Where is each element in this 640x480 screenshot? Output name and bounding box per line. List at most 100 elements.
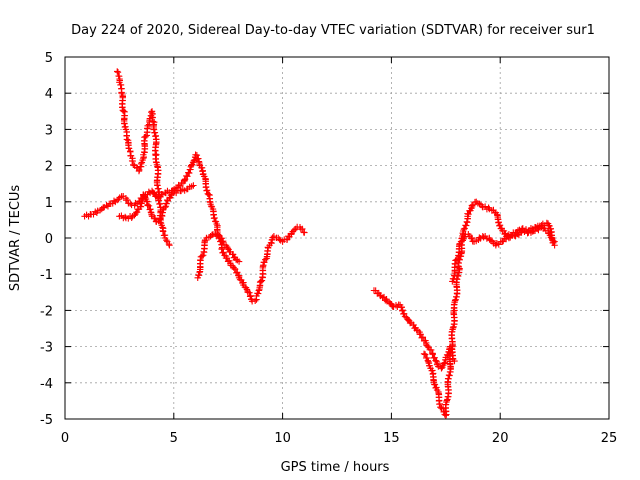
data-point-marker (211, 214, 218, 222)
data-point-marker (139, 195, 146, 203)
x-tick-labels: 0 5 10 15 20 25 (61, 431, 617, 446)
series-sat-c (116, 151, 260, 305)
x-axis-label: GPS time / hours (281, 460, 390, 475)
data-point-marker (123, 136, 131, 143)
x-tick-label: 15 (383, 431, 400, 446)
data-point-marker (136, 166, 143, 174)
data-point-marker (248, 298, 256, 305)
data-point-marker (224, 245, 231, 252)
data-point-marker (190, 182, 197, 189)
data-point-marker (140, 192, 148, 199)
data-point-marker (551, 238, 558, 245)
data-point-marker (166, 242, 173, 249)
data-point-marker (121, 213, 129, 221)
data-point-marker (163, 237, 170, 244)
data-point-marker (145, 188, 153, 195)
series-sat-h (449, 223, 558, 285)
data-points (81, 68, 558, 419)
y-tick-label: -3 (40, 341, 53, 356)
data-point-marker (546, 222, 553, 230)
grid-lines (65, 57, 609, 419)
data-point-marker (149, 118, 157, 125)
data-point-marker (468, 202, 476, 209)
y-tick-label: -5 (40, 413, 53, 428)
data-point-marker (465, 210, 472, 218)
data-point-marker (110, 197, 118, 205)
data-point-marker (487, 237, 494, 244)
data-point-marker (130, 161, 137, 169)
y-tick-label: 1 (45, 196, 53, 211)
data-point-marker (153, 151, 160, 158)
data-point-marker (473, 198, 480, 205)
data-point-marker (115, 195, 122, 203)
data-point-marker (290, 226, 298, 234)
data-point-marker (246, 289, 253, 296)
data-point-marker (460, 225, 468, 233)
x-tick-label: 25 (601, 431, 618, 446)
plot-frame (64, 56, 610, 420)
y-tick-label: -4 (40, 377, 53, 392)
series-sat-e (253, 223, 308, 300)
data-point-marker (139, 195, 147, 202)
x-tick-label: 10 (274, 431, 291, 446)
data-point-marker (124, 196, 131, 204)
data-point-marker (203, 187, 211, 194)
data-point-marker (299, 225, 306, 233)
data-point-marker (246, 293, 254, 300)
data-point-marker (476, 200, 483, 208)
data-point-marker (431, 354, 438, 361)
data-point-marker (234, 269, 241, 276)
data-point-marker (429, 351, 436, 358)
data-point-marker (420, 350, 428, 358)
data-point-marker (144, 122, 151, 129)
data-point-marker (440, 360, 448, 367)
data-point-marker (166, 194, 173, 202)
data-point-marker (145, 202, 153, 210)
data-point-marker (159, 228, 167, 235)
series-sat-b (114, 68, 173, 249)
data-point-marker (550, 237, 557, 245)
data-point-marker (184, 173, 191, 180)
data-point-marker (137, 160, 145, 167)
data-point-marker (188, 162, 195, 169)
data-point-marker (220, 237, 227, 245)
y-tick-label: -1 (40, 268, 53, 283)
data-point-marker (399, 307, 406, 314)
data-point-marker (251, 297, 259, 304)
chart-title: Day 224 of 2020, Sidereal Day-to-day VTE… (71, 23, 595, 38)
y-tick-label: 5 (45, 51, 53, 66)
data-point-marker (151, 214, 159, 222)
data-point-marker (114, 68, 121, 75)
series-sat-f (370, 287, 458, 372)
data-point-marker (462, 222, 470, 229)
y-tick-label: 0 (45, 232, 53, 247)
data-point-marker (437, 403, 444, 411)
data-point-marker (548, 234, 556, 242)
data-point-marker (218, 235, 225, 242)
data-point-marker (129, 157, 136, 165)
data-point-marker (438, 365, 445, 372)
data-point-marker (254, 290, 262, 297)
data-point-marker (257, 278, 265, 285)
x-tick-label: 20 (492, 431, 509, 446)
data-point-marker (427, 346, 435, 354)
data-point-marker (400, 310, 408, 317)
data-point-marker (220, 249, 227, 256)
y-tick-label: 4 (45, 87, 53, 102)
data-point-marker (431, 381, 439, 388)
y-axis-label: SDTVAR / TECUs (8, 185, 23, 292)
y-tick-label: -2 (40, 304, 53, 319)
data-point-marker (235, 258, 243, 265)
data-point-marker (190, 157, 198, 164)
data-point-marker (198, 252, 206, 260)
data-point-marker (301, 229, 308, 236)
data-point-marker (461, 225, 468, 232)
data-point-marker (495, 218, 502, 226)
x-tick-label: 5 (170, 431, 178, 446)
data-point-marker (114, 69, 122, 76)
data-point-marker (485, 204, 492, 211)
data-point-marker (468, 234, 476, 242)
data-point-marker (496, 222, 504, 229)
data-point-marker (120, 108, 127, 115)
